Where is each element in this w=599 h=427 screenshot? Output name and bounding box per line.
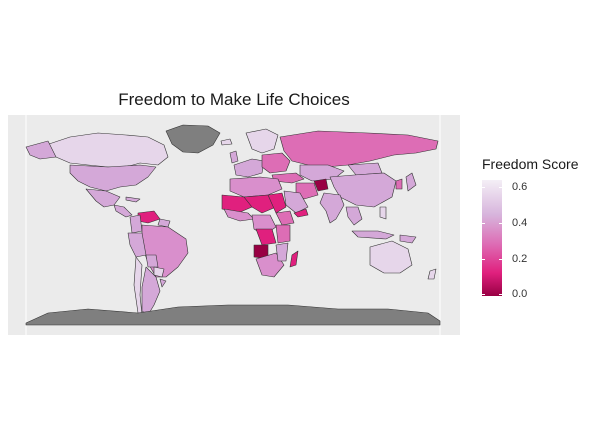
japan [405,172,417,192]
australia [369,240,413,274]
peru [127,232,147,258]
colombia [129,214,143,234]
korea [395,178,403,190]
madagascar [289,250,299,268]
legend-tick-label: 0.0 [512,288,528,300]
afghanistan [313,178,329,192]
legend-tick-mark [482,223,485,224]
legend-tick-mark [499,223,502,224]
saudi-arabia [283,190,309,214]
papua-new-guinea [399,234,417,244]
sudan [267,192,287,214]
mozambique [275,242,289,262]
western-europe [233,158,265,178]
southeast-asia [345,206,363,226]
philippines [379,206,387,220]
legend-tick-mark [499,294,502,295]
sahel-west [221,194,253,214]
legend-tick-mark [482,294,485,295]
yemen [293,208,309,218]
new-zealand [427,268,437,280]
east-africa [275,224,291,244]
map-title: Freedom to Make Life Choices [118,90,350,109]
russia [279,130,439,168]
greenland [165,124,221,154]
iran [295,182,319,200]
west-africa-coast [223,208,255,222]
indonesia [351,230,395,240]
china [329,172,397,208]
legend-tick-mark [482,187,485,188]
cuba [125,196,141,203]
legend-tick-mark [499,187,502,188]
scandinavia [245,128,279,154]
iceland [220,138,233,146]
canada [45,132,169,168]
india [319,192,345,224]
united-states [69,164,157,192]
congo [255,228,277,246]
legend-tick-label: 0.6 [512,181,528,193]
legend-tick-mark [482,259,485,260]
antarctica [25,304,441,326]
legend-title: Freedom Score [482,156,579,172]
uruguay [159,278,167,288]
world-map [8,115,460,335]
legend-tick-label: 0.4 [512,217,528,229]
legend-color-bar [482,180,502,296]
paraguay [153,266,165,278]
united-kingdom [229,150,239,164]
north-africa [229,176,283,198]
sahel-central [243,194,277,214]
central-america [113,204,133,218]
alaska [25,140,57,160]
legend-tick-label: 0.2 [512,253,528,265]
bolivia [145,254,159,268]
legend-tick-mark [499,259,502,260]
argentina [141,266,161,316]
eastern-europe [261,152,291,174]
ethiopia [275,210,295,226]
southern-africa [255,252,285,278]
